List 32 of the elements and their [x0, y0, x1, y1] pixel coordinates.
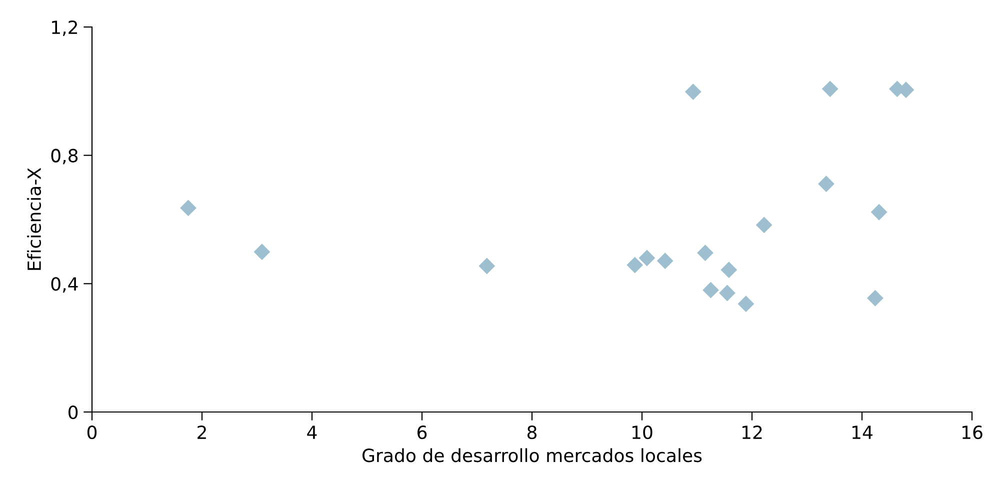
y-tick-label: 1,2: [52, 20, 77, 36]
y-axis-title: Eficiencia-X: [27, 168, 42, 270]
y-tick-label: 0: [68, 405, 78, 420]
point: [756, 216, 772, 234]
point: [656, 252, 674, 270]
x-tick-label: 2: [198, 426, 206, 439]
x-tick-label: 16: [962, 426, 982, 440]
x-tick-label: 4: [307, 426, 317, 439]
point: [719, 284, 736, 302]
x-tick-label: 12: [742, 426, 762, 439]
point: [822, 80, 838, 98]
point: [697, 244, 714, 262]
point: [254, 244, 270, 260]
point: [684, 84, 702, 100]
point: [866, 290, 884, 306]
x-tick-label: 10: [632, 426, 652, 440]
x-tick-label: 8: [527, 426, 537, 440]
point: [720, 262, 738, 278]
point: [180, 200, 196, 216]
x-tick-label: 0: [87, 426, 97, 440]
y-tick-label: 0,8: [51, 148, 78, 164]
point: [818, 176, 834, 192]
point: [702, 282, 719, 298]
point: [478, 258, 496, 274]
y-tick-label: 0,4: [51, 277, 78, 293]
point: [738, 296, 754, 312]
point: [870, 204, 888, 220]
x-tick-label: 14: [852, 426, 872, 439]
point: [626, 256, 644, 274]
x-axis-title: Grado de desarrollo mercados locales: [362, 448, 702, 462]
x-tick-label: 6: [418, 426, 427, 440]
point: [638, 250, 656, 266]
